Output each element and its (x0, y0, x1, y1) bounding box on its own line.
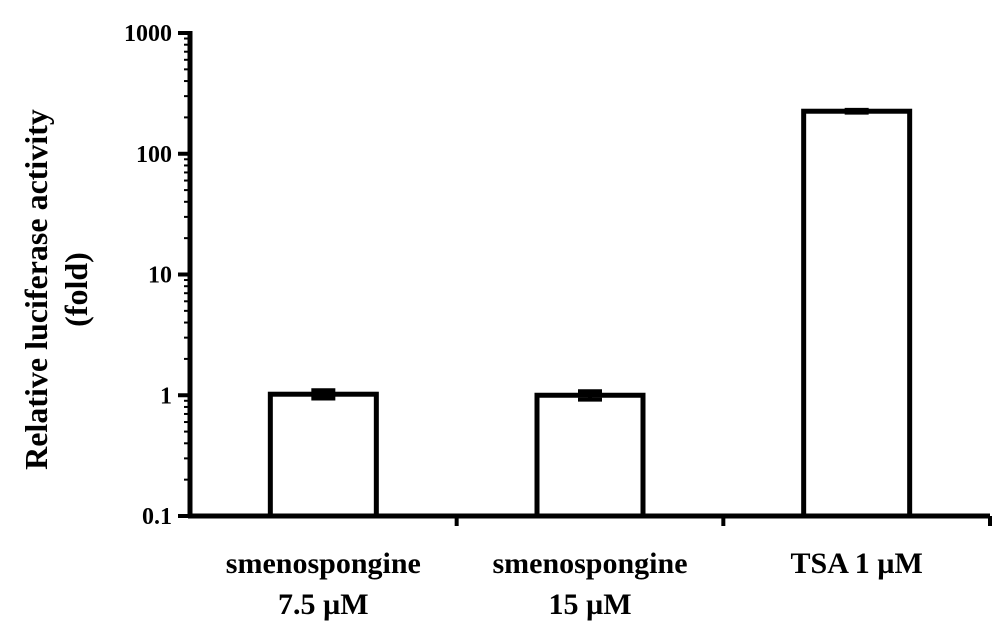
x-tick-label-1-2: 7.5 µM (278, 588, 369, 621)
y-tick-label-1: 0.1 (142, 504, 172, 530)
y-tick-label-5: 1000 (124, 21, 172, 47)
y-tick-label-3: 10 (148, 263, 172, 289)
y-tick-label-2: 1 (160, 383, 172, 409)
bar-3 (801, 108, 913, 519)
x-tick-label-2-2: 15 µM (548, 588, 631, 621)
x-tick-label-2-1: smenospongine (492, 547, 687, 580)
y-axis-title-line-2: (fold) (58, 252, 94, 327)
bar-2 (534, 392, 646, 519)
y-tick-label-4: 100 (136, 142, 172, 168)
bar-1 (267, 391, 379, 519)
x-tick-label-1-1: smenospongine (226, 547, 421, 580)
x-tick-label-3-1: TSA 1 µM (791, 547, 923, 580)
y-axis-title-line-1: Relative luciferase activity (18, 109, 54, 470)
